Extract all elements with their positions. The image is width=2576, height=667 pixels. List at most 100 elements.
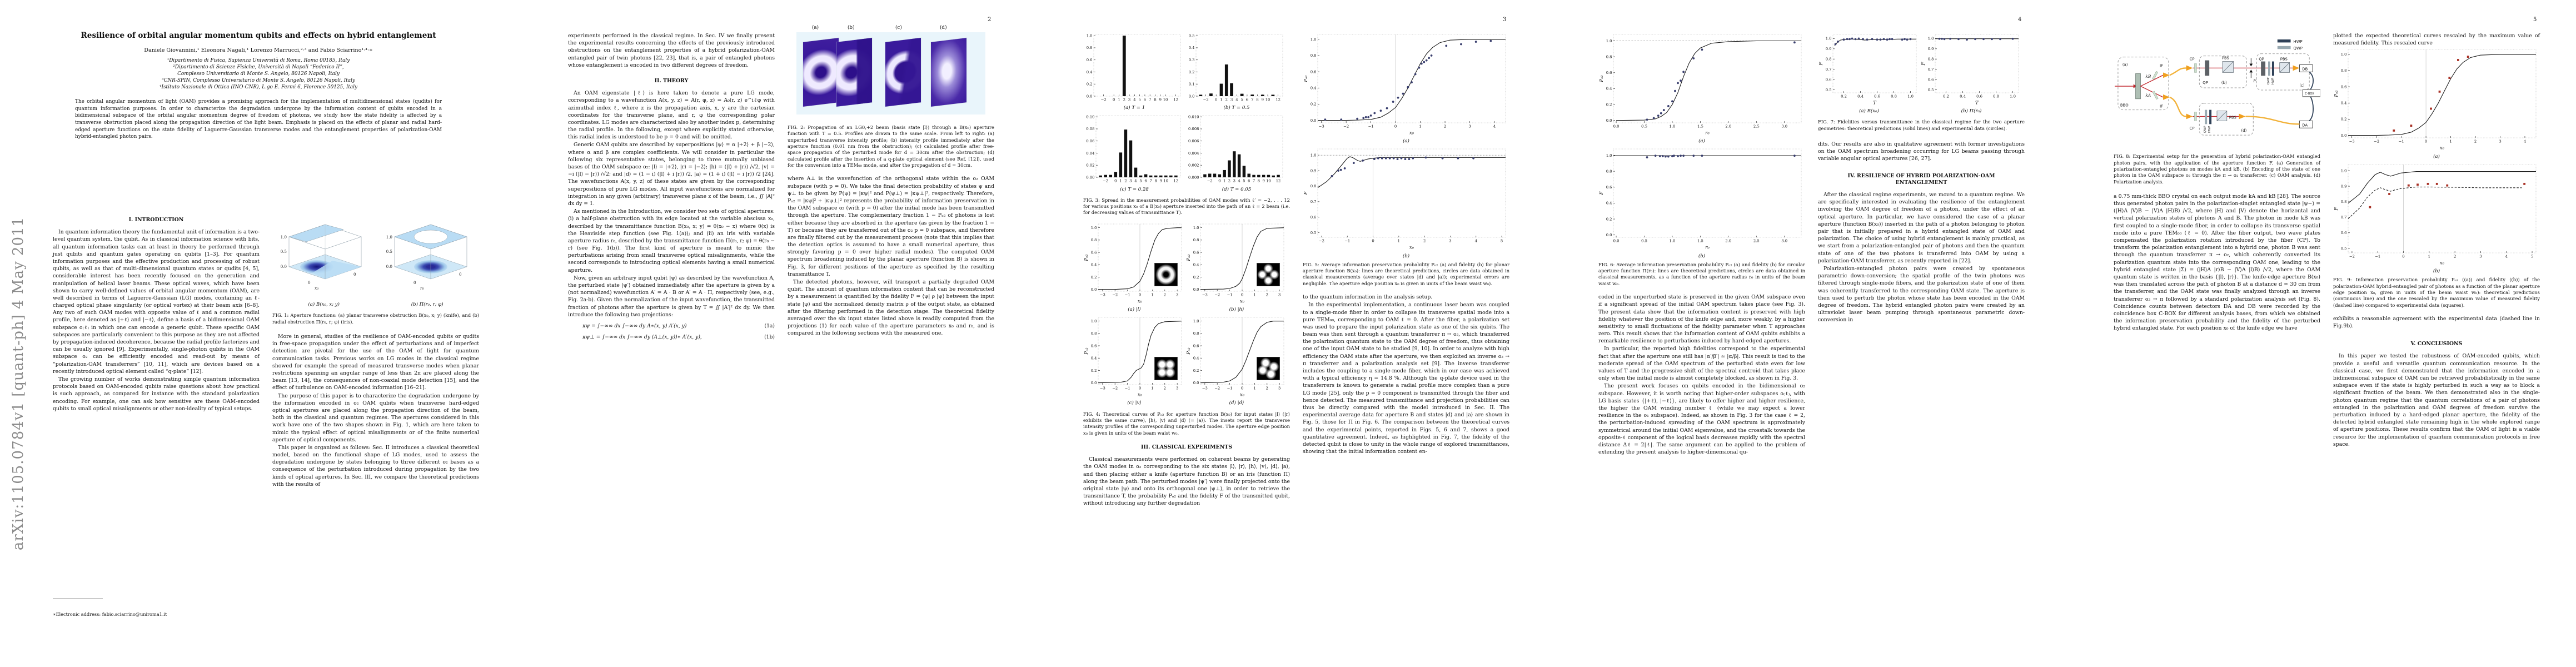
fig3b-sublabel: (b) T = 0.5: [1223, 105, 1250, 111]
svg-text:10: 10: [1163, 98, 1168, 102]
group-d-label: (d): [2241, 128, 2247, 133]
fig8-caption: FIG. 8: Experimental setup for the gener…: [2114, 153, 2320, 185]
svg-text:0.4: 0.4: [1311, 86, 1317, 91]
svg-text:4: 4: [2524, 140, 2526, 144]
paragraph: The detected photons, however, will tran…: [788, 279, 994, 337]
fig5a-sublabel: (a): [1403, 138, 1409, 145]
paragraph: Now, given an arbitrary input qubit |ψ⟩ …: [568, 275, 775, 318]
svg-text:2: 2: [2454, 254, 2456, 258]
affiliation-1: ¹Dipartimento di Fisica, Sapienza Univer…: [167, 58, 350, 63]
svg-text:8: 8: [1154, 98, 1156, 102]
svg-text:2: 2: [1266, 386, 1268, 391]
svg-text:12: 12: [1173, 98, 1178, 102]
svg-text:2: 2: [1124, 179, 1127, 183]
hwp-legend-swatch: [2277, 39, 2291, 43]
svg-text:0.0: 0.0: [2341, 133, 2347, 138]
fig2-panel-unperturbed-mode: [803, 38, 839, 107]
svg-text:−2: −2: [1103, 179, 1108, 183]
svg-text:4: 4: [1134, 179, 1137, 183]
svg-text:0.6: 0.6: [1311, 69, 1317, 74]
fig4c-chart: −3 −2 −1 0 1 2 3 0.0 0.2 0.4 0.6 0.8 1.0 x₀ Pₒ₂: [1084, 317, 1182, 398]
figure-1: 1.0 0.5 0.0 0 x₀ 0 1.0: [272, 211, 479, 325]
if-filter-top: [2152, 71, 2159, 80]
svg-text:1.0: 1.0: [2010, 94, 2016, 99]
svg-text:0.4: 0.4: [1606, 87, 1612, 91]
svg-text:0.2: 0.2: [1841, 94, 1847, 99]
page-2: 2 experiments performed in the classical…: [515, 0, 1030, 667]
svg-text:−1: −1: [1227, 292, 1233, 297]
paragraph: a 0.75 mm-thick BBO crystal on each outp…: [2114, 193, 2320, 332]
fig6-caption: FIG. 6: Average information preservation…: [1598, 261, 1805, 286]
svg-text:0.2: 0.2: [1091, 275, 1097, 280]
svg-text:−3: −3: [1100, 386, 1105, 391]
pbs-label-b: PBS: [2222, 56, 2229, 61]
svg-text:0: 0: [2425, 140, 2427, 144]
svg-text:3: 3: [1129, 179, 1132, 183]
svg-text:6: 6: [1246, 98, 1248, 102]
fig6b-chart: 0.0 0.5 1.0 1.5 2.0 2.5 3.0 0.0 0.2 0.4 0.6 0.8 1.0 r…: [1599, 149, 1802, 251]
qwp-label-c: QWP: [2267, 77, 2270, 84]
svg-text:9: 9: [1159, 98, 1162, 102]
svg-text:0.7: 0.7: [2341, 215, 2347, 220]
svg-text:0: 0: [1372, 239, 1374, 243]
svg-text:x₀: x₀: [1138, 392, 1143, 398]
page-3: 3 −2 0 1 2 3 4 5 6 7 8 9 10 12 0.0 0.2 0.4 0.6 0.8 1.0 (a) …: [1030, 0, 1546, 667]
equation-1a-number: (1a): [764, 322, 775, 329]
svg-text:0.4: 0.4: [1857, 94, 1864, 99]
svg-text:4: 4: [1493, 125, 1496, 129]
svg-text:5: 5: [1240, 98, 1243, 102]
fig1b-ztick-0: 0.0: [386, 264, 393, 269]
svg-text:0.8: 0.8: [2341, 200, 2347, 204]
page-number: 2: [988, 17, 991, 23]
fiber-top: [2169, 67, 2186, 76]
fig3a-chart: −2 0 1 2 3 4 5 6 7 8 9 10 120.00.20.40.60.81.0: [1087, 33, 1181, 102]
fig4d-chart: −3 −2 −1 0 1 2 3 0.0 0.2 0.4 0.6 0.8 1.0 x₀ Pₒ₂: [1186, 317, 1284, 398]
fig1a-ztick-0: 0.0: [281, 264, 287, 269]
if-filter-bottom: [2152, 91, 2159, 100]
aperture-arrow-down: [2249, 63, 2253, 67]
section-classical-experiments: III. CLASSICAL EXPERIMENTS: [1141, 444, 1232, 450]
svg-text:0.4: 0.4: [1960, 94, 1966, 99]
svg-text:0.10: 0.10: [1086, 115, 1094, 120]
svg-text:0.2: 0.2: [1193, 275, 1199, 280]
fig1b-y-zero: 0: [459, 272, 462, 277]
fig9b-sublabel: (b): [2433, 268, 2440, 274]
svg-text:F: F: [1818, 61, 1824, 66]
paragraph: plotted the expected theoretical curves …: [2333, 33, 2540, 47]
svg-text:3: 3: [1278, 386, 1280, 391]
paragraph: After the classical regime experiments, …: [1818, 192, 2025, 264]
svg-text:−1: −1: [1368, 125, 1374, 129]
svg-text:0.6: 0.6: [1193, 344, 1199, 349]
svg-text:3: 3: [1230, 98, 1233, 102]
cable-da-cbox: [2309, 96, 2314, 122]
page-4: 4 0.0 0.5 1.0 1.5 2.0 2.5 3.0 0.0 0.2 0.4 0.6 0.8 1.…: [1546, 0, 2061, 667]
fig1b-ztick-1: 1.0: [386, 235, 393, 240]
fig1-panel-iris: 1.0 0.5 0.0 0 r₀ 0: [386, 224, 467, 291]
svg-text:0.0: 0.0: [1189, 94, 1195, 98]
fig2-beam-profiles: (a) (b) (c) (d): [796, 25, 985, 115]
figure-5: −3 −2 −1 0 1 2 3 4 0.0 0.2 0.4 0.6 0.8 1.0 x₀ Pₒ₂ (a) −…: [1303, 32, 1509, 287]
svg-text:0.8: 0.8: [1087, 46, 1093, 50]
svg-text:1.0: 1.0: [1091, 319, 1097, 323]
p3-left-column: −2 0 1 2 3 4 5 6 7 8 9 10 12 0.0 0.2 0.4 0.6 0.8 1.0 (a) T …: [1083, 32, 1290, 508]
abstract: The orbital angular momentum of light (O…: [75, 99, 442, 140]
da-label: DA: [2302, 123, 2308, 127]
svg-text:8: 8: [1155, 179, 1157, 183]
svg-text:0.2: 0.2: [1943, 94, 1949, 99]
paragraph: The present work focuses on qubits encod…: [1598, 383, 1805, 456]
svg-text:1.5: 1.5: [1697, 239, 1703, 243]
svg-text:x₀: x₀: [1409, 245, 1414, 251]
svg-text:F: F: [1921, 61, 1926, 66]
fig1a-ztick-1: 1.0: [281, 235, 287, 240]
affiliation-4: ³CNR-SPIN, Complesso Universitario di Mo…: [162, 78, 355, 84]
section-theory: II. THEORY: [654, 77, 689, 84]
svg-text:0.2: 0.2: [1091, 369, 1097, 373]
svg-text:0.5: 0.5: [1189, 33, 1195, 38]
svg-text:1.0: 1.0: [1606, 153, 1612, 158]
arxiv-stamp: arXiv:1105.0784v1 [quant-ph] 4 May 2011: [10, 217, 27, 550]
svg-text:0.0: 0.0: [1193, 381, 1199, 385]
svg-text:0.4: 0.4: [1091, 262, 1097, 267]
svg-text:9: 9: [1262, 98, 1264, 102]
svg-text:0: 0: [2402, 254, 2404, 258]
p5-left-column: HWP QWP (a) BBO kB kA IF IF: [2114, 32, 2321, 332]
